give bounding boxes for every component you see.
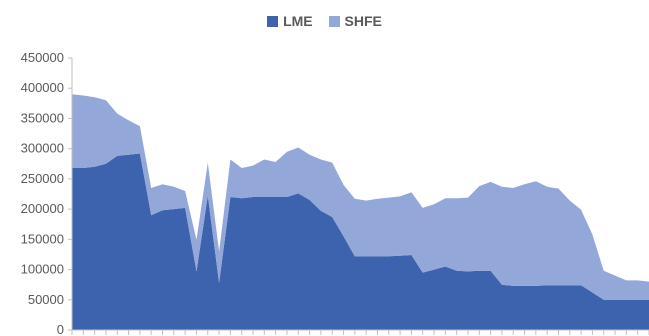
- y-tick-label-400000: 400000: [21, 80, 64, 95]
- y-tick-label-200000: 200000: [21, 201, 64, 216]
- y-tick-label-350000: 350000: [21, 110, 64, 125]
- y-tick-label-100000: 100000: [21, 262, 64, 277]
- y-tick-label-50000: 50000: [28, 292, 64, 307]
- legend-label-shfe: SHFE: [344, 13, 382, 30]
- y-tick-label-150000: 150000: [21, 231, 64, 246]
- y-tick-label-0: 0: [57, 322, 64, 336]
- legend-item-lme: LME: [267, 13, 313, 29]
- legend-swatch-shfe: [328, 16, 340, 28]
- legend-label-lme: LME: [283, 13, 313, 30]
- legend-swatch-lme: [267, 16, 279, 28]
- area-series-lme: [72, 153, 649, 330]
- legend-item-shfe: SHFE: [328, 13, 382, 30]
- area-series-shfe: [72, 94, 649, 300]
- y-tick-label-250000: 250000: [21, 171, 64, 186]
- y-tick-label-450000: 450000: [21, 50, 64, 65]
- chart-legend: LME SHFE: [0, 12, 649, 29]
- y-tick-label-300000: 300000: [21, 141, 64, 156]
